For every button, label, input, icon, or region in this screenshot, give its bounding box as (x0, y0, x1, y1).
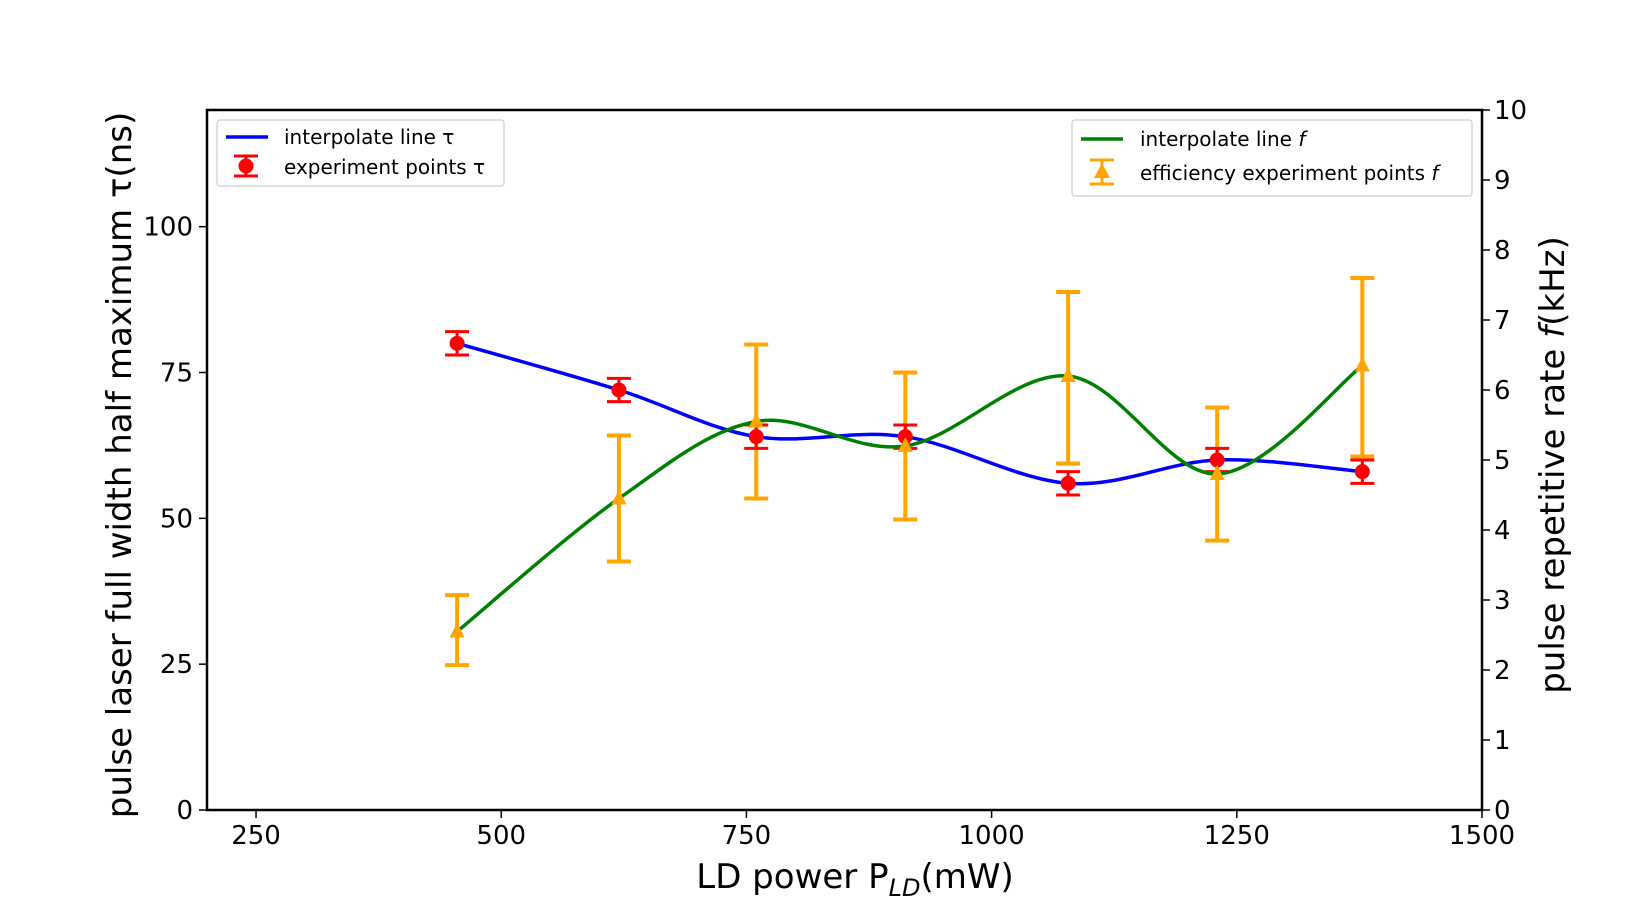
y-right-tick-label-5: 5 (1494, 446, 1511, 476)
legend-right: interpolate line f efficiency experiment… (1071, 119, 1473, 197)
f-point-6 (1354, 356, 1370, 372)
tau-point-5 (1209, 452, 1225, 468)
x-axis-label: LD power PLD(mW) (696, 857, 1013, 902)
legend-orange-point-label: efficiency experiment points f (1140, 161, 1441, 185)
legend-blue-line-label: interpolate line τ (284, 125, 454, 149)
axes-frame (205, 108, 1484, 812)
tau-point-2 (748, 429, 764, 445)
y-left-axis-label: pulse laser full width half maximum τ(ns… (100, 112, 140, 818)
tau-interpolate-line (456, 341, 1363, 486)
y-left-tick-label-75: 75 (160, 359, 193, 389)
y-right-tick-label-7: 7 (1494, 306, 1511, 336)
f-interpolate-line (455, 364, 1364, 633)
legend-left-box (216, 119, 505, 187)
x-tick-label-500: 500 (476, 821, 526, 851)
y-right-tick-label-9: 9 (1494, 166, 1511, 196)
x-tick-label-750: 750 (722, 821, 772, 851)
y-right-tick-label-6: 6 (1494, 376, 1511, 406)
tau-point-3 (897, 429, 913, 445)
y-right-tick-label-0: 0 (1494, 796, 1511, 826)
y-right-tick-label-4: 4 (1494, 516, 1511, 546)
y-right-axis-label: pulse repetitive rate f(kHz) (1533, 236, 1573, 694)
legend-green-line-label: interpolate line f (1140, 127, 1308, 151)
f-point-5 (1209, 465, 1225, 480)
y-right-tick-label-10: 10 (1494, 96, 1527, 126)
legend-right-box (1071, 119, 1473, 197)
x-tick-label-1500: 1500 (1449, 821, 1515, 851)
f-point-2 (748, 412, 764, 428)
y-right-tick-label-2: 2 (1494, 656, 1511, 686)
f-point-4 (1060, 367, 1076, 382)
tau-point-0 (449, 335, 465, 351)
f-point-3 (897, 437, 913, 452)
legend-red-point-label: experiment points τ (284, 155, 485, 179)
f-point-0 (449, 622, 465, 638)
tau-point-1 (611, 382, 627, 398)
plot-frame (205, 108, 1484, 812)
axis-ticks: 250 500 750 1000 1250 15000255075100012345678… (143, 96, 1527, 851)
f-point-1 (611, 489, 627, 505)
x-tick-label-250: 250 (231, 821, 281, 851)
legend-red-point-swatch (234, 154, 258, 178)
x-tick-label-1000: 1000 (959, 821, 1025, 851)
y-left-tick-label-25: 25 (160, 650, 193, 680)
y-right-tick-label-3: 3 (1494, 586, 1511, 616)
y-left-tick-label-50: 50 (160, 504, 193, 534)
y-right-tick-label-8: 8 (1494, 236, 1511, 266)
x-tick-label-1250: 1250 (1204, 821, 1270, 851)
y-left-tick-label-0: 0 (176, 796, 193, 826)
legend-orange-point-swatch (1090, 158, 1114, 186)
tau-point-6 (1354, 464, 1370, 480)
tau-point-4 (1060, 475, 1076, 491)
plot-area (445, 276, 1375, 668)
y-right-tick-label-1: 1 (1494, 726, 1511, 756)
legend-left: interpolate line τ experiment points τ (216, 119, 505, 187)
y-left-tick-label-100: 100 (143, 213, 193, 243)
